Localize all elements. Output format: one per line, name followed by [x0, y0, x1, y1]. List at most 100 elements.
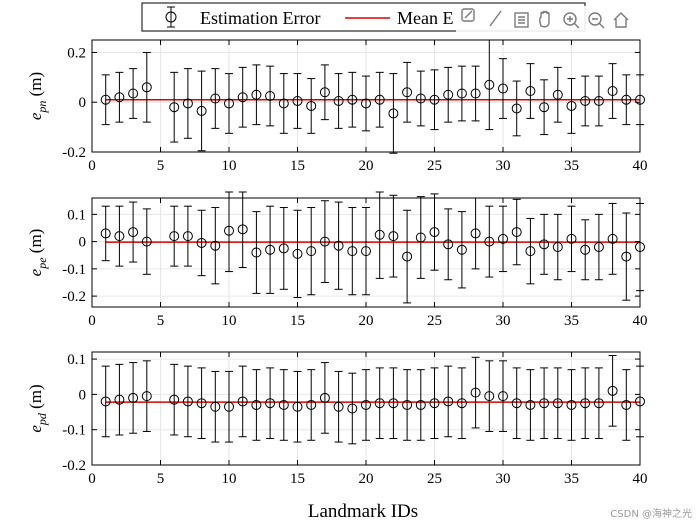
y-tick-label: -0.2: [62, 289, 86, 305]
error-bar: [416, 369, 425, 441]
error-bar: [581, 75, 590, 127]
legend-icon[interactable]: [514, 12, 529, 28]
data-point: [224, 225, 234, 236]
x-tick-label: 5: [157, 158, 165, 174]
error-bar: [389, 73, 398, 154]
data-point: [333, 240, 344, 251]
home-icon[interactable]: [613, 12, 629, 28]
data-point: [347, 94, 358, 105]
error-bar: [457, 367, 466, 440]
error-bar: [238, 66, 247, 128]
x-tick-label: 30: [496, 313, 511, 329]
data-point: [182, 396, 193, 407]
error-bar: [307, 369, 316, 441]
data-point: [443, 239, 454, 250]
error-bar: [362, 207, 370, 296]
error-bar: [129, 201, 138, 263]
data-point: [306, 246, 317, 257]
x-tick-label: 0: [88, 313, 96, 329]
error-bar: [252, 64, 261, 126]
y-tick-label: -0.2: [62, 145, 86, 161]
data-tips-icon[interactable]: [461, 8, 475, 22]
error-bar: [252, 211, 261, 294]
data-point: [292, 95, 303, 106]
y-axis-label: epn (m): [26, 72, 49, 120]
data-point: [169, 394, 180, 405]
data-point: [484, 79, 495, 90]
error-bar: [608, 355, 617, 427]
data-point: [443, 89, 454, 100]
error-bar: [403, 209, 412, 304]
x-tick-label: 25: [427, 158, 442, 174]
data-point: [539, 398, 550, 409]
error-bar: [142, 51, 151, 123]
error-bar: [581, 367, 590, 440]
error-bar: [512, 198, 521, 266]
error-bar: [307, 78, 316, 134]
data-point: [552, 242, 563, 253]
data-point: [552, 398, 563, 409]
x-tick-label: 35: [564, 158, 579, 174]
x-tick-label: 20: [359, 158, 374, 174]
data-point: [580, 398, 591, 409]
data-point: [128, 88, 139, 99]
data-point: [525, 246, 536, 257]
error-bar: [238, 191, 247, 268]
data-point: [402, 251, 413, 262]
error-bar: [567, 369, 576, 441]
data-point: [333, 95, 344, 106]
error-bar: [348, 207, 357, 296]
error-bar: [320, 362, 329, 434]
error-bar: [444, 365, 453, 438]
data-point: [374, 94, 385, 105]
error-bar: [320, 64, 329, 121]
y-tick-label: 0: [79, 235, 87, 251]
zoom-in-icon[interactable]: [563, 12, 580, 29]
error-bar: [197, 70, 206, 152]
data-point: [484, 236, 495, 247]
error-bar: [553, 367, 562, 440]
error-bar: [512, 367, 521, 440]
data-point: [415, 93, 426, 104]
error-bar: [142, 208, 151, 275]
data-point: [319, 236, 330, 247]
error-bar: [594, 75, 603, 127]
data-point: [169, 102, 180, 113]
data-point: [278, 399, 289, 410]
error-bar: [197, 209, 206, 277]
pan-hand-icon[interactable]: [539, 10, 550, 28]
error-bar: [348, 372, 357, 445]
data-point: [429, 94, 440, 105]
x-tick-label: 40: [633, 158, 648, 174]
x-tick-label: 40: [633, 313, 648, 329]
error-bar: [334, 201, 343, 290]
x-tick-label: 35: [564, 471, 579, 487]
data-point: [580, 95, 591, 106]
error-bar: [499, 58, 507, 119]
zoom-out-icon[interactable]: [588, 12, 605, 29]
error-bar: [457, 65, 466, 122]
error-bar: [485, 205, 494, 278]
error-bar: [170, 71, 179, 143]
y-tick-label: 0.1: [67, 207, 86, 223]
data-point: [182, 98, 193, 109]
data-point: [415, 232, 426, 243]
data-point: [525, 399, 536, 410]
error-bar: [553, 213, 562, 281]
data-point: [169, 231, 180, 242]
x-tick-label: 15: [290, 158, 305, 174]
legend-label-estimation-error: Estimation Error: [200, 8, 320, 28]
error-bar: [293, 209, 302, 298]
error-bar: [115, 205, 124, 267]
error-bar: [375, 367, 384, 440]
x-tick-label: 5: [157, 313, 165, 329]
error-bar: [307, 207, 316, 296]
error-bar: [293, 370, 302, 443]
data-point: [306, 399, 317, 410]
brush-icon[interactable]: [489, 10, 502, 27]
data-point: [114, 92, 125, 103]
error-bar: [553, 66, 562, 123]
data-point: [511, 103, 522, 114]
